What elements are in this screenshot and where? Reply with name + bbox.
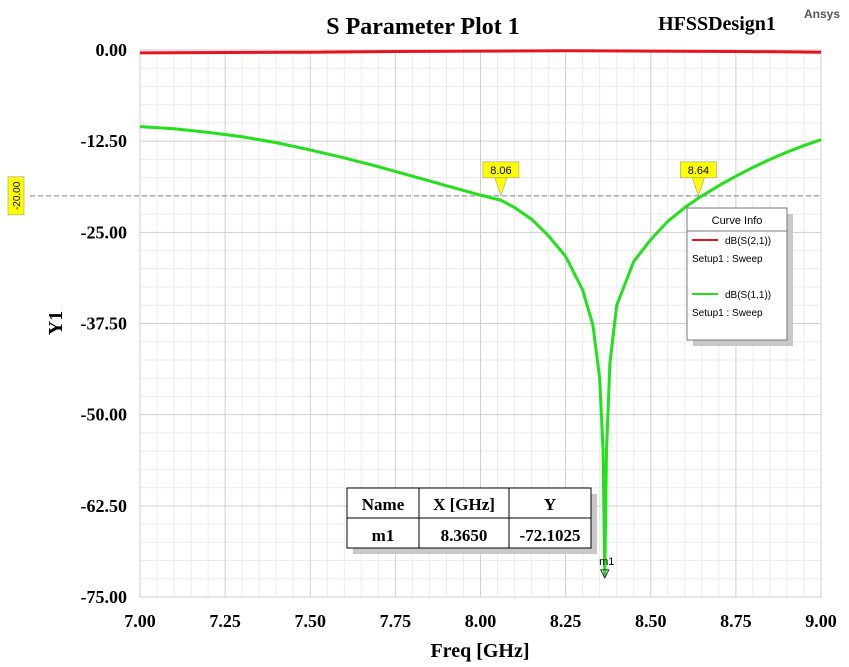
marker-table-header-x: X [GHz] (433, 495, 495, 514)
y-axis-ticks: 0.00 -12.50 -25.00 -37.50 -50.00 -62.50 -75.00 (81, 40, 128, 607)
y-tick-label: -12.50 (81, 131, 128, 151)
x-tick-label: 8.50 (635, 611, 667, 631)
legend-title: Curve Info (712, 215, 763, 227)
marker-table-header-name: Name (362, 495, 405, 514)
x-tick-label: 7.50 (295, 611, 327, 631)
x-axis-label: Freq [GHz] (430, 640, 529, 662)
y-tick-label: 0.00 (96, 40, 128, 60)
y-tick-label: -50.00 (81, 405, 128, 425)
series-line-dB(S(1,1)) (139, 125, 822, 578)
brand-label: Ansys (804, 7, 840, 21)
x-tick-label: 7.75 (380, 611, 412, 631)
x-tick-label: 8.75 (720, 611, 752, 631)
series-layer (139, 49, 822, 578)
crossing-marker: 8.06 (482, 161, 520, 197)
y-axis-label: Y1 (45, 311, 67, 335)
marker-table-header-y: Y (544, 495, 556, 514)
marker-label: m1 (599, 556, 614, 568)
series-line-dB(S(2,1)) (139, 49, 822, 55)
legend-entry-setup: Setup1 : Sweep (692, 254, 763, 265)
marker-table-cell-y: -72.1025 (520, 526, 581, 545)
reference-line-label[interactable]: -20.00 (7, 176, 25, 216)
crossing-label: 8.64 (688, 165, 709, 177)
legend-box (686, 207, 788, 341)
x-tick-label: 7.25 (209, 611, 241, 631)
chart-title: S Parameter Plot 1 (326, 14, 520, 40)
y-tick-label: -62.50 (81, 496, 128, 516)
reference-label-box (7, 176, 25, 216)
x-tick-label: 8.00 (465, 611, 497, 631)
marker-table-cell-x: 8.3650 (441, 526, 488, 545)
y-tick-label: -25.00 (81, 222, 128, 242)
crossing-pointer (692, 177, 705, 197)
legend[interactable]: Curve Info dB(S(2,1))Setup1 : SweepdB(S(… (686, 207, 793, 346)
legend-entry-name: dB(S(2,1)) (725, 236, 771, 247)
x-tick-label: 9.00 (805, 611, 837, 631)
design-name: HFSSDesign1 (658, 13, 776, 35)
crossing-marker: 8.64 (680, 161, 717, 197)
y-tick-label: -75.00 (81, 587, 128, 607)
crossing-label: 8.06 (490, 165, 511, 177)
marker-pointer (599, 569, 610, 579)
crossing-pointer (494, 177, 508, 197)
legend-entry-setup: Setup1 : Sweep (692, 308, 763, 319)
crossing-markers: 8.06 8.64 (482, 161, 717, 197)
x-tick-label: 7.00 (124, 611, 156, 631)
legend-entries: dB(S(2,1)) Setup1 : Sweep dB(S(1,1)) Setup1… (692, 236, 771, 319)
marker-layer: m1 (599, 556, 614, 579)
x-axis-ticks: 7.00 7.25 7.50 7.75 8.00 8.25 8.50 8.75 9.00 (124, 611, 837, 631)
x-tick-label: 8.25 (550, 611, 582, 631)
y-tick-label: -37.50 (81, 314, 128, 334)
marker-table: Name X [GHz] Y m1 8.3650 -72.1025 (346, 487, 597, 554)
reference-label-text: -20.00 (12, 181, 23, 210)
legend-entry-name: dB(S(1,1)) (725, 290, 771, 301)
marker-table-cell-name: m1 (372, 526, 395, 545)
